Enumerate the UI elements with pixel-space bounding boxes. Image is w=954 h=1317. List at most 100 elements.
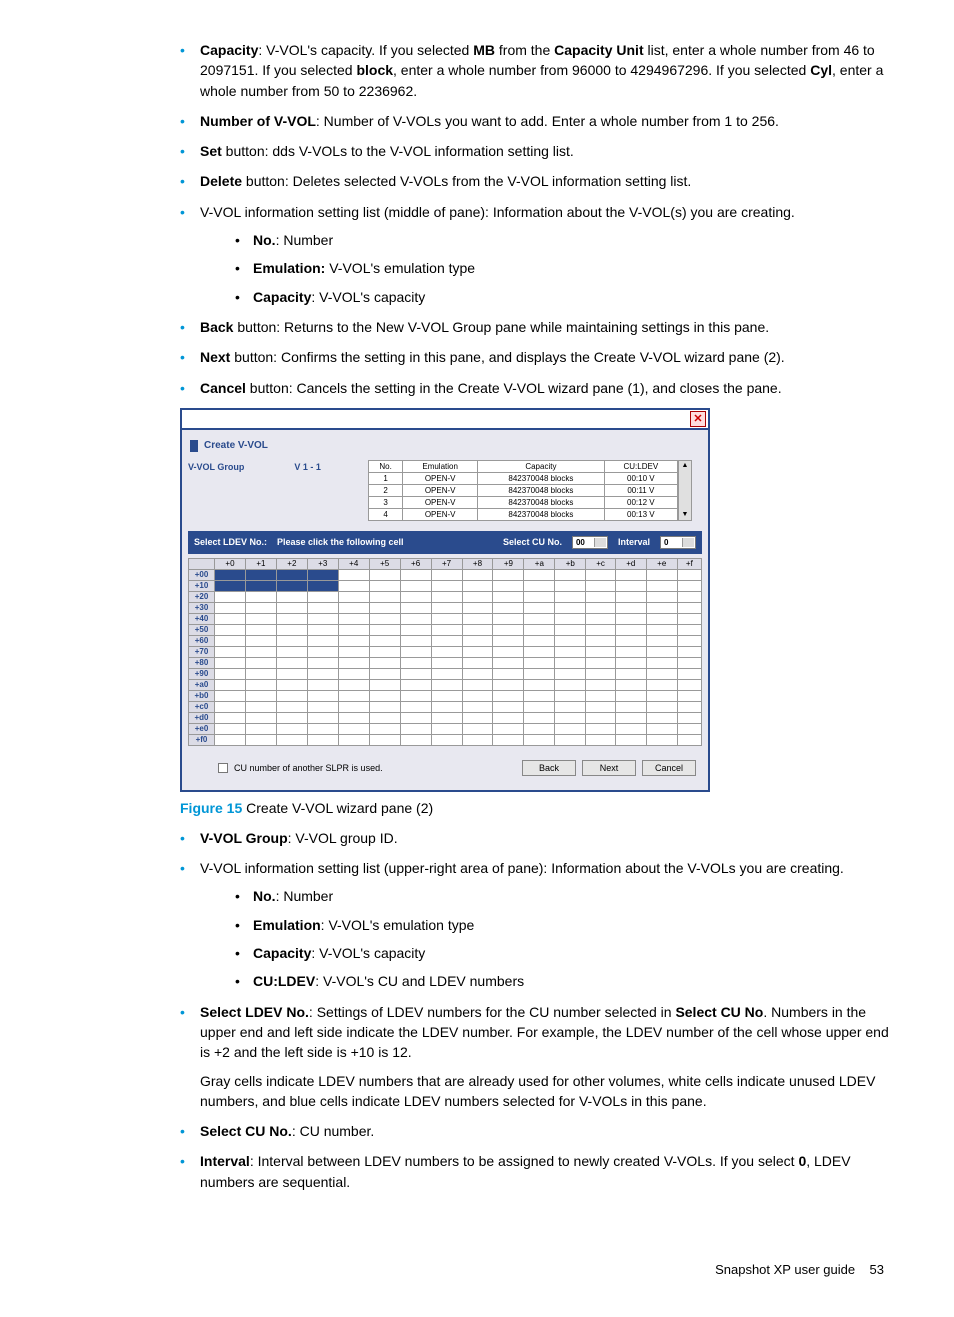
grid-cell[interactable] bbox=[431, 723, 462, 734]
grid-cell[interactable] bbox=[586, 701, 616, 712]
table-row[interactable]: 1OPEN-V842370048 blocks00:10 V bbox=[369, 472, 678, 484]
grid-cell[interactable] bbox=[276, 701, 307, 712]
grid-cell[interactable] bbox=[245, 701, 276, 712]
grid-cell[interactable] bbox=[307, 723, 338, 734]
grid-cell[interactable] bbox=[307, 668, 338, 679]
grid-cell[interactable] bbox=[369, 712, 400, 723]
grid-cell[interactable] bbox=[215, 690, 246, 701]
grid-cell[interactable] bbox=[646, 679, 677, 690]
grid-cell[interactable] bbox=[615, 690, 646, 701]
grid-cell[interactable] bbox=[615, 701, 646, 712]
grid-cell[interactable] bbox=[462, 591, 493, 602]
grid-cell[interactable] bbox=[555, 679, 586, 690]
grid-cell[interactable] bbox=[245, 668, 276, 679]
cancel-button[interactable]: Cancel bbox=[642, 760, 696, 776]
grid-cell[interactable] bbox=[369, 613, 400, 624]
grid-cell[interactable] bbox=[586, 635, 616, 646]
grid-cell[interactable] bbox=[307, 657, 338, 668]
grid-cell[interactable] bbox=[646, 602, 677, 613]
grid-cell[interactable] bbox=[276, 690, 307, 701]
grid-cell[interactable] bbox=[307, 613, 338, 624]
grid-cell[interactable] bbox=[245, 646, 276, 657]
grid-cell[interactable] bbox=[276, 613, 307, 624]
grid-cell[interactable] bbox=[338, 635, 369, 646]
grid-cell[interactable] bbox=[400, 734, 431, 745]
grid-cell[interactable] bbox=[586, 679, 616, 690]
grid-cell[interactable] bbox=[431, 734, 462, 745]
grid-cell[interactable] bbox=[338, 723, 369, 734]
grid-cell[interactable] bbox=[462, 734, 493, 745]
grid-cell[interactable] bbox=[462, 657, 493, 668]
grid-cell[interactable] bbox=[555, 657, 586, 668]
grid-cell[interactable] bbox=[646, 635, 677, 646]
grid-cell[interactable] bbox=[369, 635, 400, 646]
grid-cell[interactable] bbox=[493, 679, 524, 690]
grid-cell[interactable] bbox=[555, 591, 586, 602]
grid-cell[interactable] bbox=[462, 712, 493, 723]
grid-cell[interactable] bbox=[677, 635, 701, 646]
grid-cell[interactable] bbox=[555, 646, 586, 657]
grid-cell[interactable] bbox=[615, 569, 646, 580]
grid-cell[interactable] bbox=[555, 690, 586, 701]
grid-cell[interactable] bbox=[276, 712, 307, 723]
grid-cell[interactable] bbox=[400, 712, 431, 723]
grid-cell[interactable] bbox=[276, 580, 307, 591]
grid-cell[interactable] bbox=[400, 668, 431, 679]
grid-cell[interactable] bbox=[307, 624, 338, 635]
grid-cell[interactable] bbox=[677, 679, 701, 690]
grid-cell[interactable] bbox=[307, 646, 338, 657]
grid-cell[interactable] bbox=[400, 624, 431, 635]
grid-cell[interactable] bbox=[524, 580, 555, 591]
grid-cell[interactable] bbox=[646, 690, 677, 701]
grid-cell[interactable] bbox=[586, 712, 616, 723]
grid-cell[interactable] bbox=[677, 580, 701, 591]
grid-cell[interactable] bbox=[555, 668, 586, 679]
grid-cell[interactable] bbox=[524, 613, 555, 624]
grid-cell[interactable] bbox=[555, 734, 586, 745]
grid-cell[interactable] bbox=[677, 646, 701, 657]
grid-cell[interactable] bbox=[307, 701, 338, 712]
scrollbar[interactable]: ▲▼ bbox=[678, 460, 692, 521]
grid-cell[interactable] bbox=[215, 624, 246, 635]
grid-cell[interactable] bbox=[369, 591, 400, 602]
grid-cell[interactable] bbox=[524, 591, 555, 602]
grid-cell[interactable] bbox=[493, 712, 524, 723]
slpr-checkbox[interactable] bbox=[218, 763, 228, 773]
grid-cell[interactable] bbox=[307, 569, 338, 580]
grid-cell[interactable] bbox=[276, 635, 307, 646]
grid-cell[interactable] bbox=[431, 657, 462, 668]
close-icon[interactable]: ✕ bbox=[690, 411, 706, 427]
grid-cell[interactable] bbox=[615, 723, 646, 734]
grid-cell[interactable] bbox=[462, 690, 493, 701]
grid-cell[interactable] bbox=[677, 712, 701, 723]
grid-cell[interactable] bbox=[615, 635, 646, 646]
grid-cell[interactable] bbox=[524, 635, 555, 646]
grid-cell[interactable] bbox=[431, 613, 462, 624]
grid-cell[interactable] bbox=[646, 591, 677, 602]
grid-cell[interactable] bbox=[431, 569, 462, 580]
grid-cell[interactable] bbox=[555, 701, 586, 712]
grid-cell[interactable] bbox=[555, 602, 586, 613]
grid-cell[interactable] bbox=[524, 712, 555, 723]
grid-cell[interactable] bbox=[245, 613, 276, 624]
grid-cell[interactable] bbox=[338, 712, 369, 723]
grid-cell[interactable] bbox=[524, 646, 555, 657]
grid-cell[interactable] bbox=[677, 734, 701, 745]
grid-cell[interactable] bbox=[400, 613, 431, 624]
table-row[interactable]: 4OPEN-V842370048 blocks00:13 V bbox=[369, 508, 678, 520]
grid-cell[interactable] bbox=[646, 569, 677, 580]
grid-cell[interactable] bbox=[215, 701, 246, 712]
back-button[interactable]: Back bbox=[522, 760, 576, 776]
grid-cell[interactable] bbox=[431, 624, 462, 635]
grid-cell[interactable] bbox=[338, 701, 369, 712]
grid-cell[interactable] bbox=[369, 734, 400, 745]
grid-cell[interactable] bbox=[215, 734, 246, 745]
grid-cell[interactable] bbox=[215, 635, 246, 646]
grid-cell[interactable] bbox=[215, 712, 246, 723]
grid-cell[interactable] bbox=[215, 602, 246, 613]
grid-cell[interactable] bbox=[369, 580, 400, 591]
grid-cell[interactable] bbox=[400, 646, 431, 657]
grid-cell[interactable] bbox=[245, 591, 276, 602]
select-cu-dropdown[interactable]: 00 bbox=[572, 536, 608, 549]
grid-cell[interactable] bbox=[245, 734, 276, 745]
